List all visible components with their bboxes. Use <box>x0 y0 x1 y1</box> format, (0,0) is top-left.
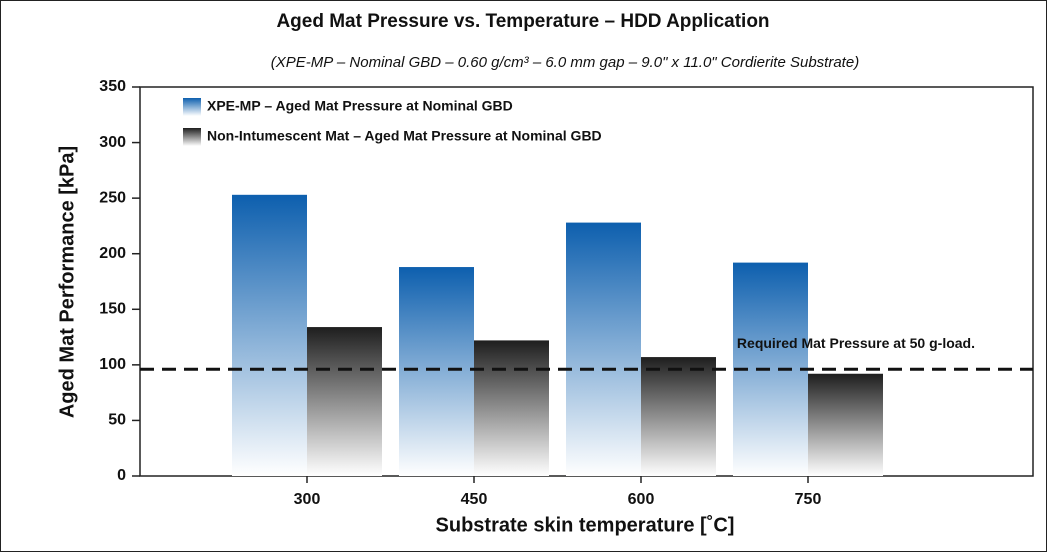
x-tick-label: 300 <box>294 491 321 508</box>
legend-label: Non-Intumescent Mat – Aged Mat Pressure … <box>207 128 602 144</box>
y-tick-label: 250 <box>99 189 126 206</box>
y-axis-label: Aged Mat Performance [kPa] <box>56 146 78 418</box>
y-tick-label: 0 <box>117 467 126 484</box>
bar <box>808 373 883 476</box>
bar <box>641 357 716 476</box>
bar <box>232 194 307 476</box>
x-axis-label: Substrate skin temperature [˚C] <box>436 513 735 536</box>
legend-label: XPE-MP – Aged Mat Pressure at Nominal GB… <box>207 98 513 114</box>
x-tick-label: 750 <box>795 491 822 508</box>
y-tick-label: 200 <box>99 245 126 262</box>
chart-title: Aged Mat Pressure vs. Temperature – HDD … <box>276 11 769 32</box>
y-tick-label: 300 <box>99 134 126 151</box>
y-tick-label: 100 <box>99 356 126 373</box>
chart-subtitle: (XPE-MP – Nominal GBD – 0.60 g/cm³ – 6.0… <box>271 54 859 71</box>
y-tick-label: 350 <box>99 78 126 95</box>
y-tick-label: 150 <box>99 301 126 318</box>
x-tick-label: 600 <box>628 491 655 508</box>
bar <box>566 222 641 476</box>
legend-swatch <box>183 128 201 146</box>
bar <box>399 267 474 476</box>
y-tick-label: 50 <box>108 412 126 429</box>
bar <box>474 340 549 476</box>
x-tick-label: 450 <box>461 491 488 508</box>
reference-label: Required Mat Pressure at 50 g-load. <box>737 335 975 351</box>
legend-swatch <box>183 98 201 116</box>
bar <box>307 327 382 476</box>
